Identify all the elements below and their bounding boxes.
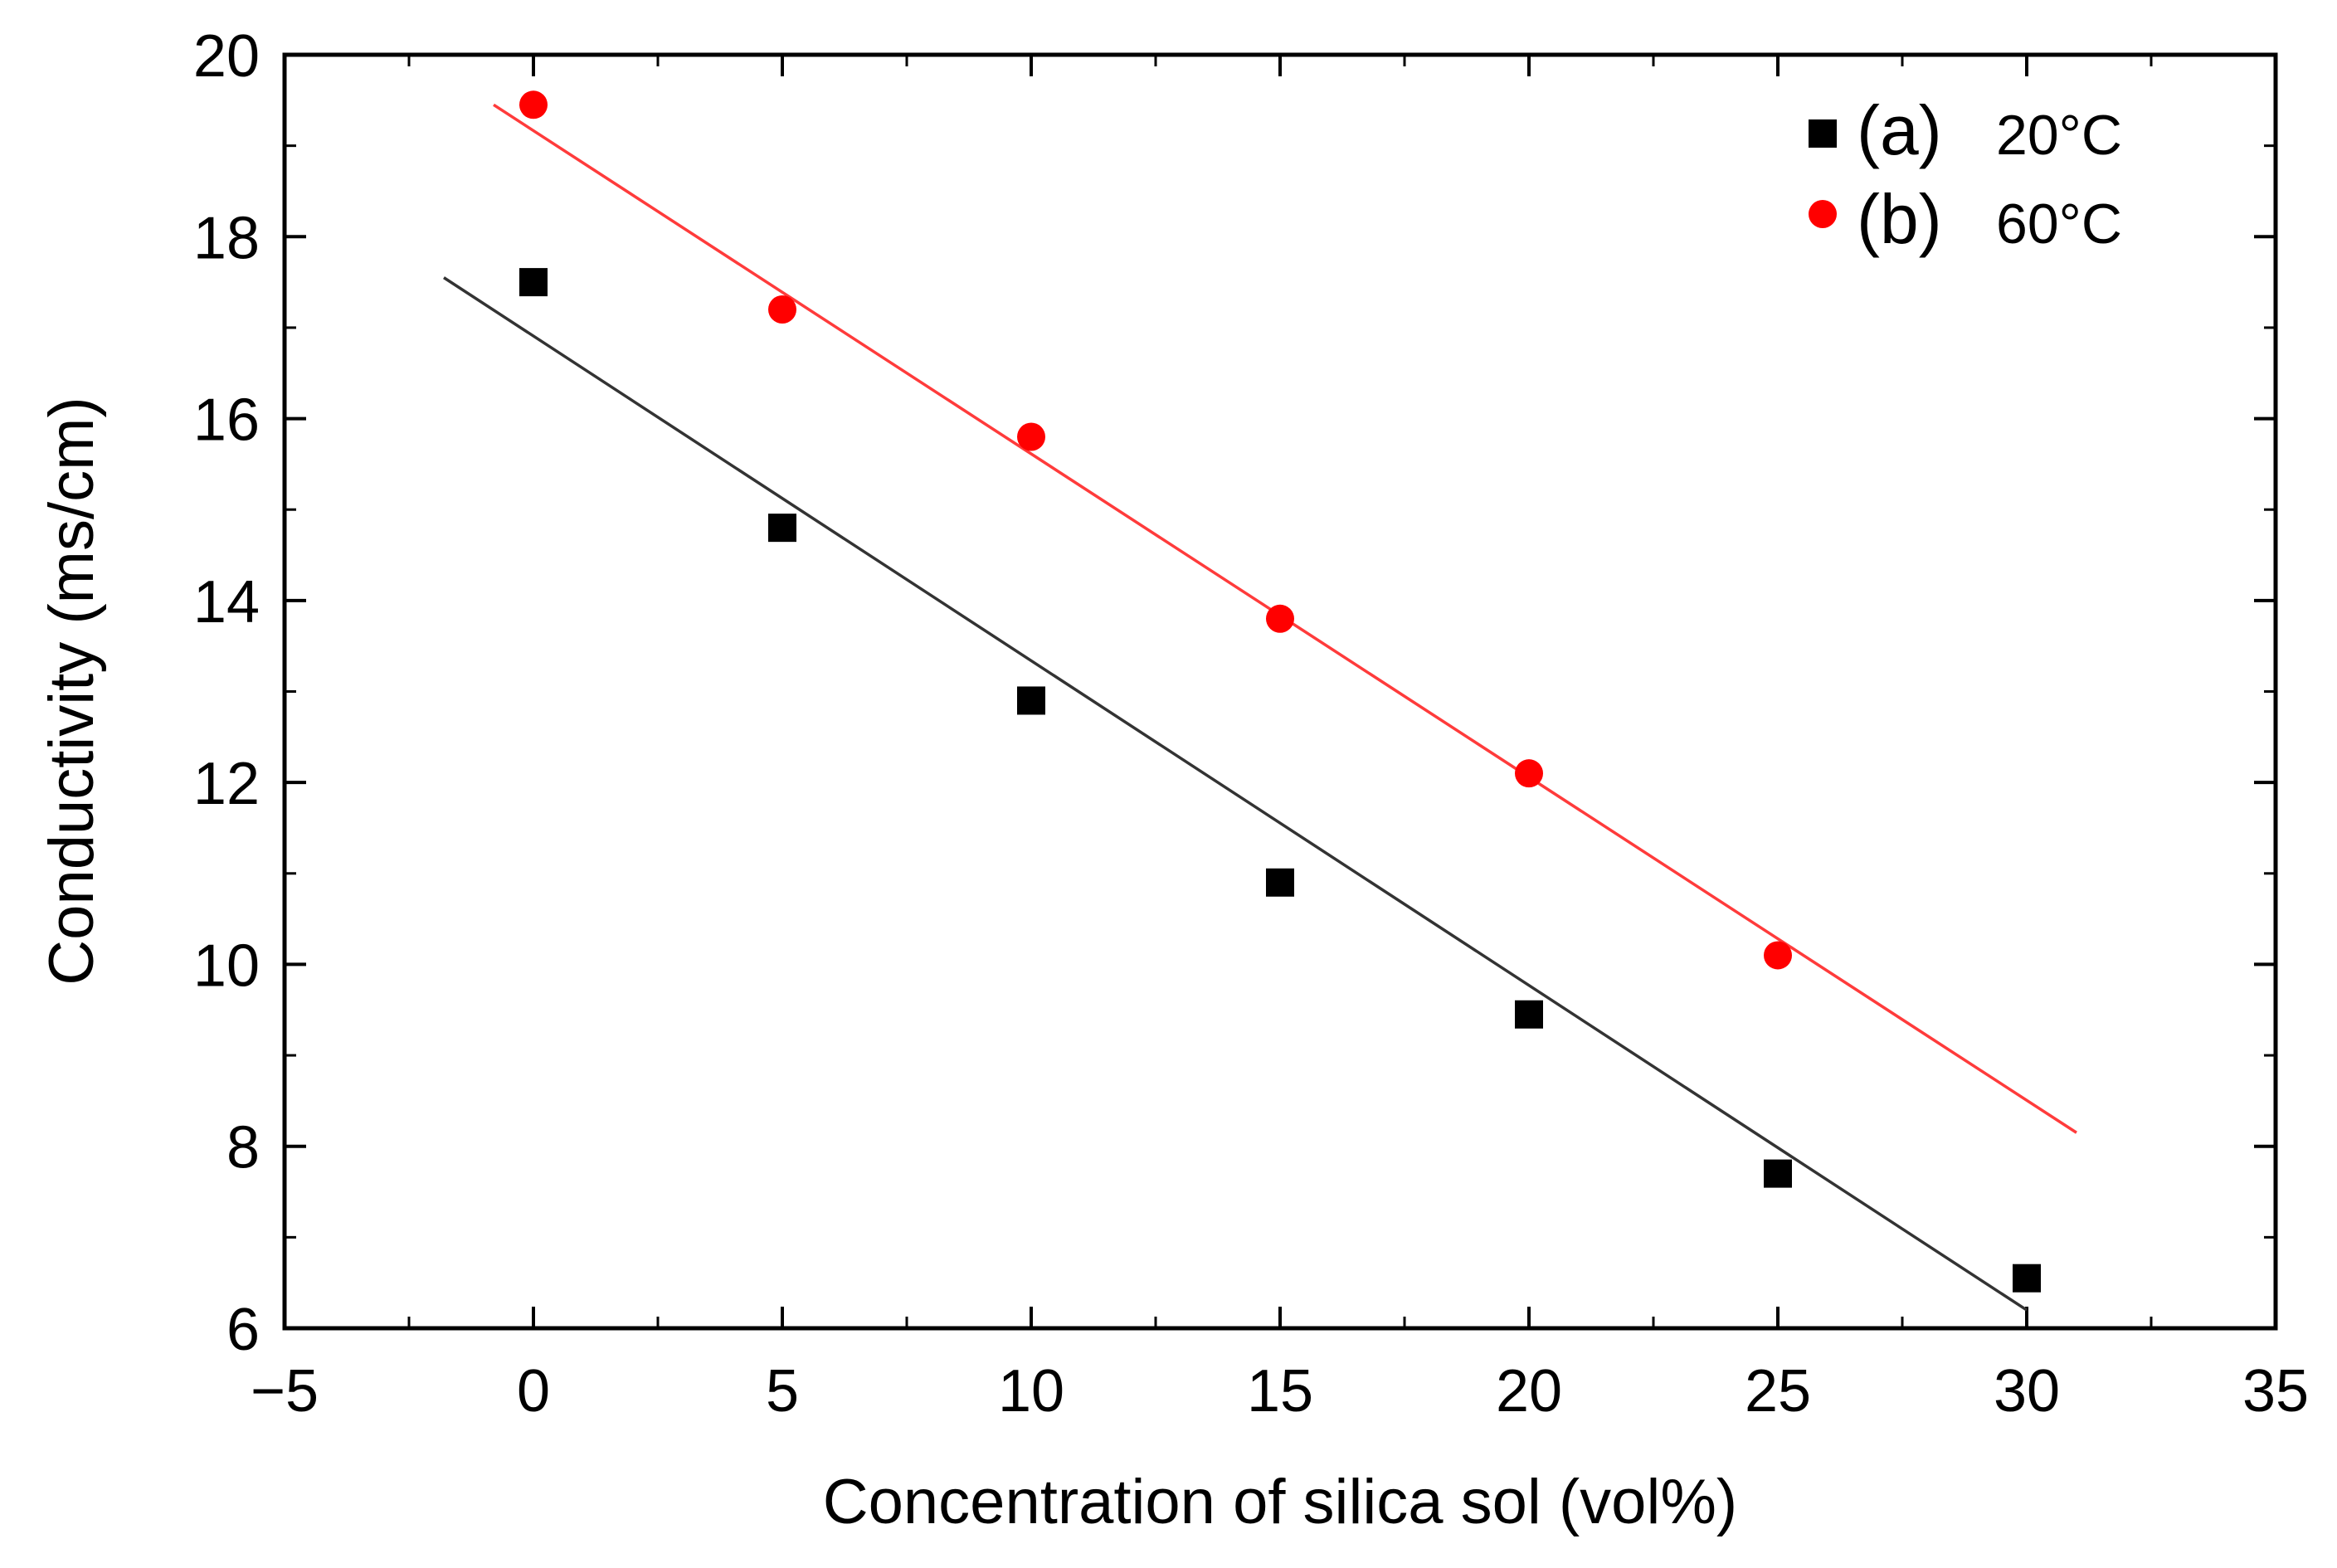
x-tick-label: 5 xyxy=(766,1358,799,1424)
data-point-b xyxy=(1764,941,1792,970)
x-tick-label: 25 xyxy=(1745,1358,1811,1424)
x-tick-label: −5 xyxy=(251,1358,319,1424)
ticks-layer: −5 0 5 10 15 20 25 30 35 6 8 10 12 14 16 18 20 xyxy=(193,23,2309,1424)
data-point-b xyxy=(1017,422,1045,451)
data-point-a xyxy=(1266,868,1294,897)
legend-marker-a xyxy=(1809,119,1837,148)
legend-temp-a: 20°C xyxy=(1996,104,2122,167)
x-tick-label: 0 xyxy=(517,1358,550,1424)
y-tick-label: 8 xyxy=(226,1115,260,1181)
legend-tag-a: (a) xyxy=(1857,91,1942,169)
x-tick-label: 20 xyxy=(1496,1358,1562,1424)
legend-marker-b xyxy=(1809,200,1837,228)
x-tick-label: 35 xyxy=(2242,1358,2309,1424)
data-point-b xyxy=(1515,759,1543,788)
y-tick-label: 18 xyxy=(193,205,260,271)
data-point-a xyxy=(1764,1159,1792,1188)
data-point-a xyxy=(1017,686,1045,715)
y-tick-label: 14 xyxy=(193,569,260,635)
x-tick-label: 10 xyxy=(998,1358,1064,1424)
legend: (a) 20°C (b) 60°C xyxy=(1809,91,2122,258)
x-axis-title: Concentration of silica sol (vol%) xyxy=(823,1467,1737,1537)
data-point-a xyxy=(1515,1000,1543,1029)
x-tick-label: 15 xyxy=(1247,1358,1313,1424)
fit-line-a xyxy=(443,276,2028,1312)
data-point-b xyxy=(768,295,796,324)
data-point-b xyxy=(519,90,548,119)
y-tick-label: 20 xyxy=(193,23,260,90)
y-tick-label: 16 xyxy=(193,387,260,454)
data-point-a xyxy=(519,268,548,297)
y-tick-label: 12 xyxy=(193,751,260,817)
data-point-a xyxy=(2013,1264,2041,1293)
legend-temp-b: 60°C xyxy=(1996,192,2122,256)
plot-area xyxy=(282,52,2278,1331)
data-points xyxy=(519,90,2041,1293)
x-tick-label: 30 xyxy=(1994,1358,2060,1424)
y-tick-label: 10 xyxy=(193,933,260,999)
data-point-b xyxy=(1266,604,1294,633)
y-axis-title: Conductivity (ms/cm) xyxy=(37,397,107,985)
y-tick-label: 6 xyxy=(226,1297,260,1363)
legend-tag-b: (b) xyxy=(1857,180,1942,258)
data-point-a xyxy=(768,514,796,543)
